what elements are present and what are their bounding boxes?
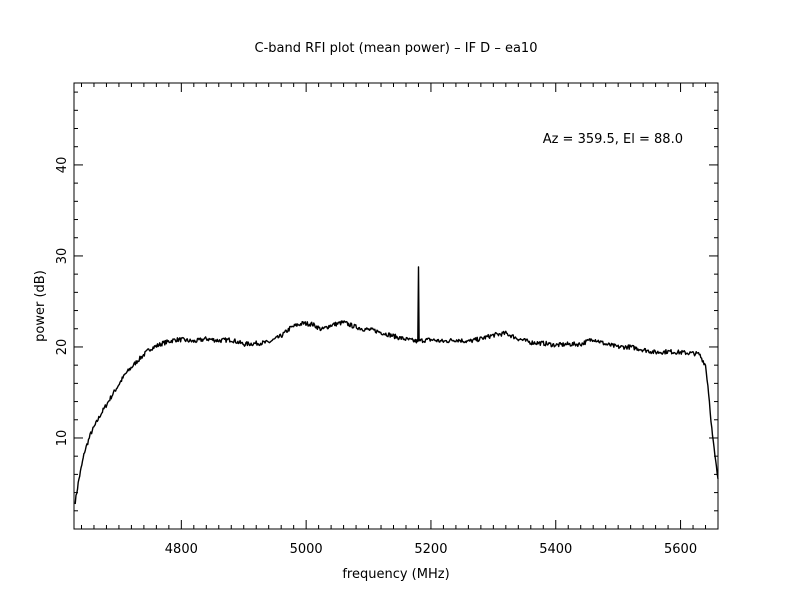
axis-tick-labels: 4800 5000 5200 5400 5600 10 20 30 40 xyxy=(55,157,697,557)
x-tick-label: 5200 xyxy=(414,542,447,557)
azimuth-elevation-annotation: Az = 359.5, El = 88.0 xyxy=(543,132,683,147)
axis-ticks xyxy=(74,83,719,529)
x-axis-label: frequency (MHz) xyxy=(342,567,449,582)
y-tick-label: 10 xyxy=(55,430,70,447)
x-tick-label: 5400 xyxy=(539,542,572,557)
chart-title: C-band RFI plot (mean power) – IF D – ea… xyxy=(255,41,538,56)
y-tick-label: 30 xyxy=(55,248,70,265)
y-axis-label: power (dB) xyxy=(33,270,48,342)
mean-power-line xyxy=(74,266,719,505)
y-tick-label: 20 xyxy=(55,339,70,356)
x-tick-label: 5600 xyxy=(664,542,697,557)
plot-frame xyxy=(73,82,719,530)
y-tick-label: 40 xyxy=(55,157,70,174)
x-tick-label: 5000 xyxy=(290,542,323,557)
x-tick-label: 4800 xyxy=(165,542,198,557)
